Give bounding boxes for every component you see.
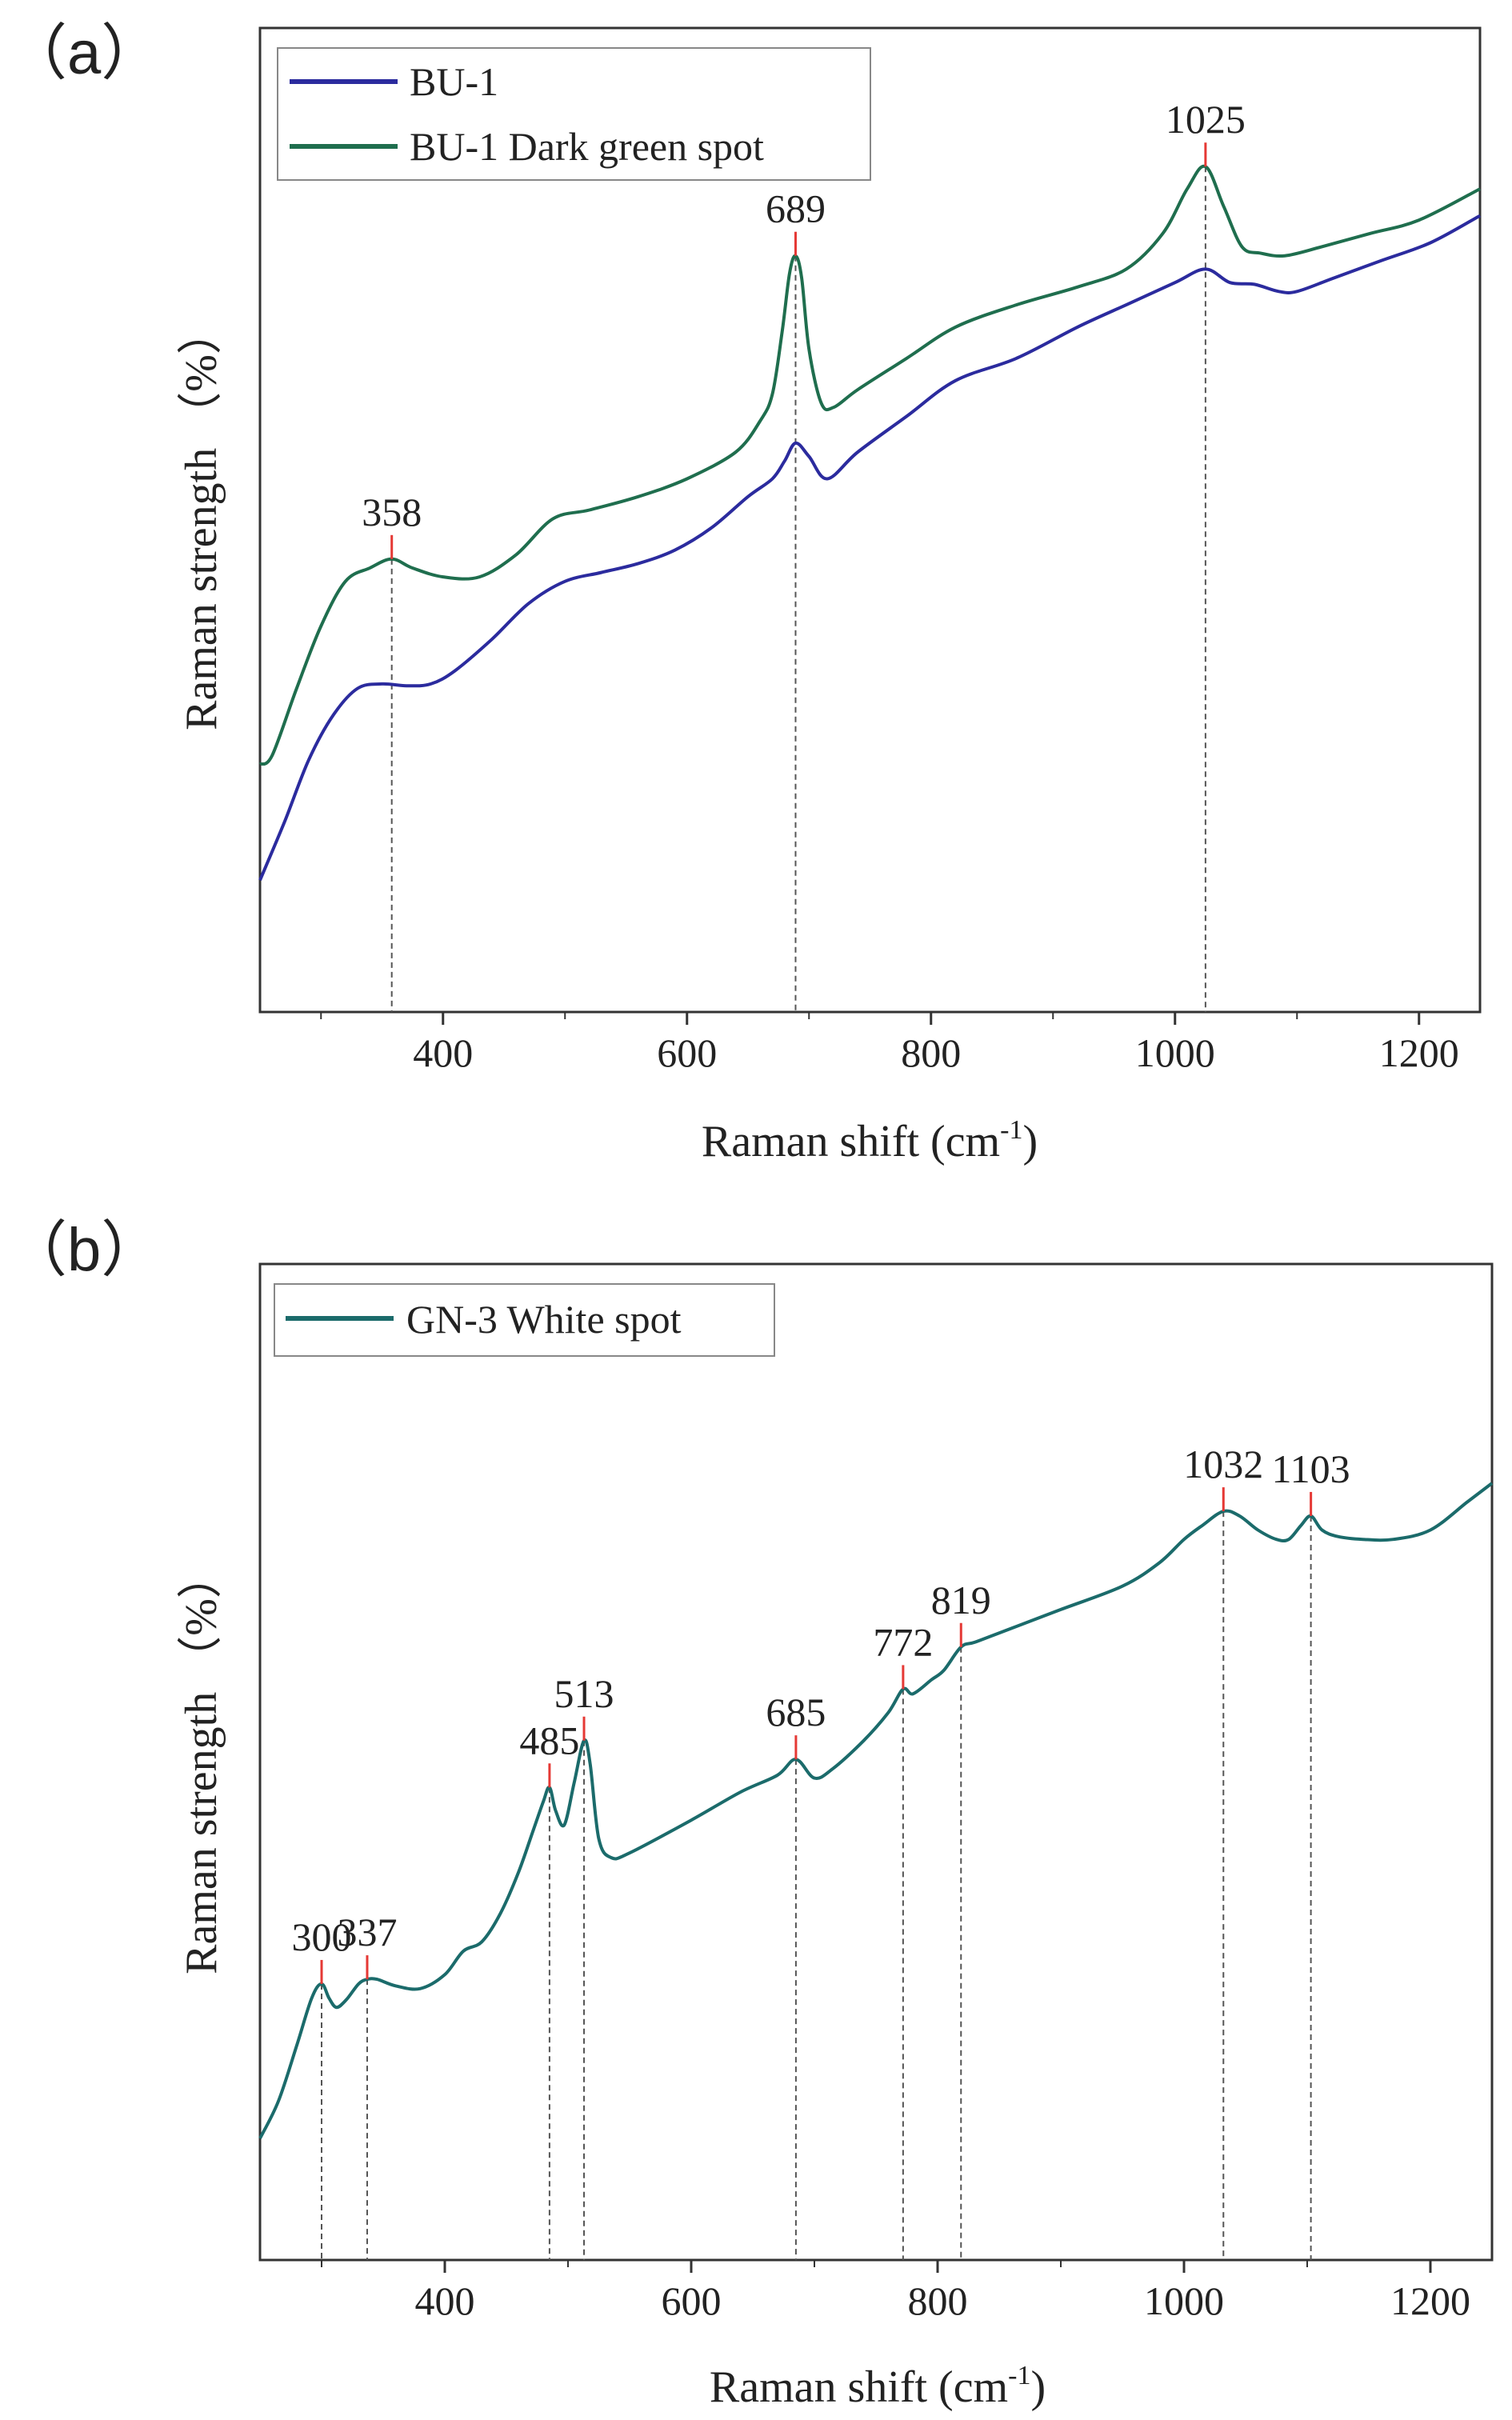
panel-a-x-tick-label-800: 800	[901, 1030, 961, 1075]
panel-a-peak-guides	[390, 166, 1206, 1012]
panel-b-x-tick-label-600: 600	[662, 2278, 722, 2323]
panel-a-peak-markers: 358 689 1025	[362, 97, 1246, 559]
legend-label-gn-3-white-spot: GN-3 White spot	[406, 1297, 682, 1342]
legend-label-bu-1-dark-green-spot: BU-1 Dark green spot	[410, 124, 764, 169]
panel-a-x-tick-label-600: 600	[657, 1030, 717, 1075]
panel-a: （a） 358 689 1025 400 600 800 1000 1200 BU-1 BU…	[6, 19, 1482, 1166]
panel-b-x-axis: 400 600 800 1000 1200	[321, 2260, 1470, 2323]
peak-label-485: 485	[519, 1718, 579, 1762]
panel-a-legend-box	[277, 47, 871, 181]
peak-label-1103: 1103	[1272, 1446, 1350, 1491]
panel-b-x-tick-label-1000: 1000	[1144, 2278, 1224, 2323]
peak-label-1032: 1032	[1183, 1442, 1263, 1486]
panel-a-x-axis: 400 600 800 1000 1200	[320, 1012, 1459, 1075]
peak-label-1025: 1025	[1166, 97, 1246, 142]
series-line-gn-3-white-spot	[258, 1482, 1494, 2139]
panel-a-series	[258, 164, 1481, 881]
panel-b-y-axis-label: Raman strength （%）	[177, 1554, 226, 1974]
panel-a-x-tick-label-1000: 1000	[1135, 1030, 1215, 1075]
peak-label-513: 513	[554, 1671, 614, 1716]
panel-b-x-tick-label-400: 400	[415, 2278, 475, 2323]
peak-label-772: 772	[873, 1619, 933, 1664]
panel-b-label: （b）	[6, 1216, 162, 1284]
panel-a-label: （a）	[6, 19, 162, 87]
peak-label-358: 358	[362, 490, 422, 534]
panel-b-series	[258, 1482, 1494, 2139]
panel-b-plot-frame	[258, 1262, 1494, 2262]
panel-a-x-axis-label: Raman shift (cm-1)	[702, 1115, 1038, 1166]
peak-label-689: 689	[766, 186, 826, 231]
panel-b-legend: GN-3 White spot	[274, 1283, 775, 1357]
peak-label-819: 819	[931, 1578, 991, 1622]
panel-b-x-axis-label: Raman shift (cm-1)	[710, 2361, 1046, 2412]
peak-label-337: 337	[337, 1910, 397, 1954]
panel-a-x-tick-label-1200: 1200	[1379, 1030, 1459, 1075]
panel-a-y-axis-label: Raman strength （%）	[177, 310, 226, 730]
series-line-bu-1	[258, 214, 1481, 881]
panel-b-peak-guides	[321, 1511, 1312, 2260]
panel-b-x-tick-label-800: 800	[908, 2278, 968, 2323]
panel-a-x-tick-label-400: 400	[413, 1030, 473, 1075]
peak-label-300: 300	[292, 1914, 352, 1959]
panel-a-legend: BU-1 BU-1 Dark green spot	[277, 47, 871, 181]
series-line-bu-1-dark-green-spot	[258, 164, 1481, 766]
legend-label-bu-1: BU-1	[410, 59, 498, 104]
panel-a-plot-frame	[258, 26, 1482, 1014]
panel-b-x-tick-label-1200: 1200	[1390, 2278, 1470, 2323]
peak-label-685: 685	[766, 1690, 826, 1734]
